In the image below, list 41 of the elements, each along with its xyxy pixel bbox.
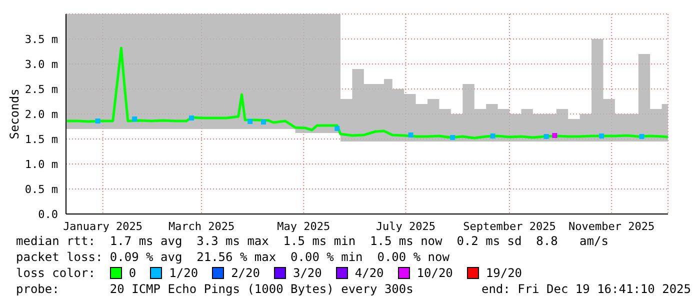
legend-title: loss color: [16, 265, 96, 281]
point [408, 132, 414, 138]
x-tick-label: September 2025 [463, 220, 556, 233]
x-tick-label: January 2025 [63, 220, 143, 233]
line-series [66, 46, 668, 140]
point [189, 116, 194, 120]
y-tick-label: 2.5 m [24, 82, 58, 96]
legend-label: 0 [128, 265, 136, 281]
text: median rtt: 1.7 ms avg 3.3 ms max 1.5 ms min 1.5 ms now 0.2 ms sd 8.8 am/s [16, 233, 610, 249]
point [639, 134, 644, 139]
y-axis-title: Seconds [7, 88, 22, 140]
point [544, 134, 549, 139]
legend-label: 2/20 [231, 265, 260, 281]
y-tick-label: 1.0 m [24, 158, 58, 171]
point [552, 133, 558, 138]
text: probe: 20 ICMP Echo Pings (1000 Bytes) every 300s [16, 281, 414, 297]
point [334, 126, 340, 131]
legend-label: 19/20 [486, 265, 522, 281]
point [450, 135, 456, 140]
point [260, 120, 266, 124]
x-tick-label: November 2025 [568, 220, 655, 233]
y-tick-label: 3.0 m [24, 58, 58, 71]
text: packet loss: 0.09 % avg 21.56 % max 0.00 % min 0.00 % now [16, 249, 450, 265]
x-tick-label: May 2025 [277, 220, 330, 233]
y-tick-label: 3.5 m [24, 32, 58, 46]
y-tick-label: 1.5 m [24, 132, 58, 146]
legend-label: 10/20 [416, 265, 453, 281]
x-tick-label: July 2025 [376, 220, 436, 233]
point [599, 134, 604, 138]
text: end: Fri Dec 19 16:41:10 2025 [481, 281, 691, 297]
y-tick-label: 0.5 m [24, 182, 58, 196]
legend-label: 3/20 [292, 265, 322, 281]
point [490, 134, 496, 138]
legend-label: 4/20 [354, 265, 384, 281]
legend-label: 1/20 [169, 265, 198, 281]
point [95, 118, 100, 124]
point [132, 116, 138, 122]
x-tick-label: March 2025 [168, 220, 235, 233]
point [248, 119, 253, 124]
y-tick-label: 2.0 m [24, 108, 58, 121]
y-tick-label: 0.0 [38, 208, 58, 221]
